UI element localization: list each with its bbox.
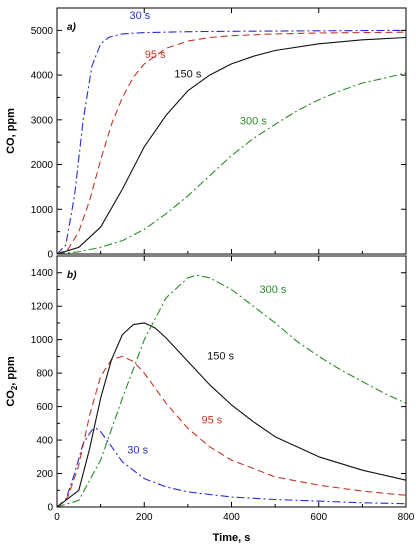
y-tick-label: 1200 bbox=[31, 302, 54, 313]
panel-label: b) bbox=[67, 270, 77, 281]
y-tick-label: 1000 bbox=[31, 205, 54, 216]
y-tick-label: 600 bbox=[36, 402, 53, 413]
series-line-95s bbox=[56, 355, 407, 508]
y-tick-label: 1400 bbox=[31, 268, 54, 279]
y-tick-label: 2000 bbox=[31, 160, 54, 171]
x-tick-label: 600 bbox=[310, 512, 327, 523]
series-line-300s bbox=[56, 72, 407, 255]
x-tick-label: 200 bbox=[136, 512, 153, 523]
series-line-150s bbox=[56, 36, 407, 255]
y-tick-label: 0 bbox=[47, 503, 53, 514]
x-tick-label: 800 bbox=[398, 512, 415, 523]
x-tick-label: 0 bbox=[54, 512, 60, 523]
curve-label: 150 s bbox=[207, 351, 234, 363]
y-tick-label: 200 bbox=[36, 469, 53, 480]
y-axis-title: CO2, ppm bbox=[5, 356, 19, 407]
x-tick-label: 400 bbox=[223, 512, 240, 523]
curve-label: 150 s bbox=[174, 68, 201, 80]
x-axis-title: Time, s bbox=[213, 532, 251, 544]
curve-label: 95 s bbox=[201, 414, 222, 426]
y-axis-title: CO, ppm bbox=[5, 108, 17, 154]
panel-b: 0 200 400 600 800 0 200 400 600 800 1000 1200 1400 b)… bbox=[5, 255, 415, 544]
curve-label: 95 s bbox=[145, 49, 166, 61]
series-line-30s bbox=[56, 29, 407, 255]
curve-label: 300 s bbox=[259, 284, 286, 296]
curve-label: 30 s bbox=[129, 10, 150, 22]
y-tick-label: 4000 bbox=[31, 71, 54, 82]
y-tick-label: 400 bbox=[36, 436, 53, 447]
y-tick-label: 0 bbox=[47, 250, 53, 261]
y-tick-label: 5000 bbox=[31, 26, 54, 37]
series-line-150s bbox=[56, 322, 407, 508]
y-tick-label: 800 bbox=[36, 369, 53, 380]
curve-label: 300 s bbox=[240, 115, 267, 127]
y-tick-label: 3000 bbox=[31, 115, 54, 126]
series-line-30s bbox=[56, 427, 407, 508]
curve-label: 30 s bbox=[127, 444, 148, 456]
plot-frame bbox=[56, 255, 407, 508]
panel-label: a) bbox=[67, 22, 77, 33]
panel-a: 0 1000 2000 3000 4000 5000 a) 30 s 95 s 150 s 300 … bbox=[5, 7, 407, 261]
series-line-300s bbox=[56, 274, 407, 508]
y-tick-label: 1000 bbox=[31, 335, 54, 346]
series-line-95s bbox=[56, 31, 407, 255]
